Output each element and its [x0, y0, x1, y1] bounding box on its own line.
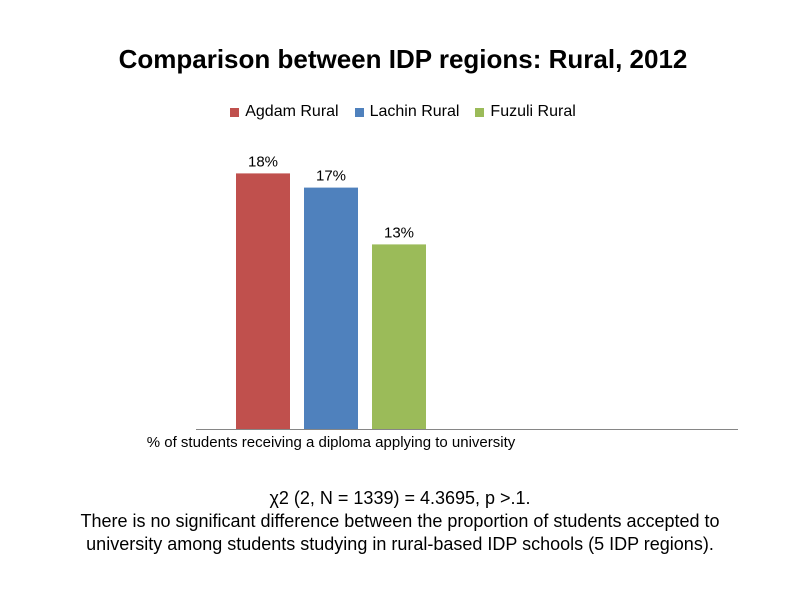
bar-lachin: [304, 187, 358, 429]
legend-swatch-agdam: [230, 107, 240, 117]
legend-item-fuzuli: Fuzuli Rural: [475, 103, 576, 121]
chi-square-result: χ2 (2, N = 1339) = 4.3695, p >.1.: [269, 488, 531, 508]
data-label-lachin: 17%: [316, 168, 346, 185]
legend-swatch-lachin: [354, 107, 364, 117]
legend-item-agdam: Agdam Rural: [230, 103, 339, 121]
chart-plot-area: % of students receiving a diploma applyi…: [147, 153, 738, 451]
legend-label-fuzuli: Fuzuli Rural: [490, 103, 576, 120]
legend-label-agdam: Agdam Rural: [245, 103, 339, 120]
chart-note: χ2 (2, N = 1339) = 4.3695, p >.1. There …: [40, 487, 760, 556]
legend-swatch-fuzuli: [475, 107, 485, 117]
chart-legend: Agdam Rural Lachin Rural Fuzuli Rural: [0, 103, 800, 121]
bar-agdam: [236, 173, 290, 429]
legend-label-lachin: Lachin Rural: [369, 103, 460, 120]
data-label-agdam: 18%: [248, 153, 278, 170]
x-category-label: % of students receiving a diploma applyi…: [147, 434, 516, 451]
data-label-fuzuli: 13%: [384, 224, 414, 241]
chart-title: Comparison between IDP regions: Rural, 2…: [118, 44, 688, 74]
bar-fuzuli: [372, 244, 426, 429]
conclusion-text: There is no significant difference betwe…: [80, 511, 720, 554]
legend-item-lachin: Lachin Rural: [354, 103, 460, 121]
